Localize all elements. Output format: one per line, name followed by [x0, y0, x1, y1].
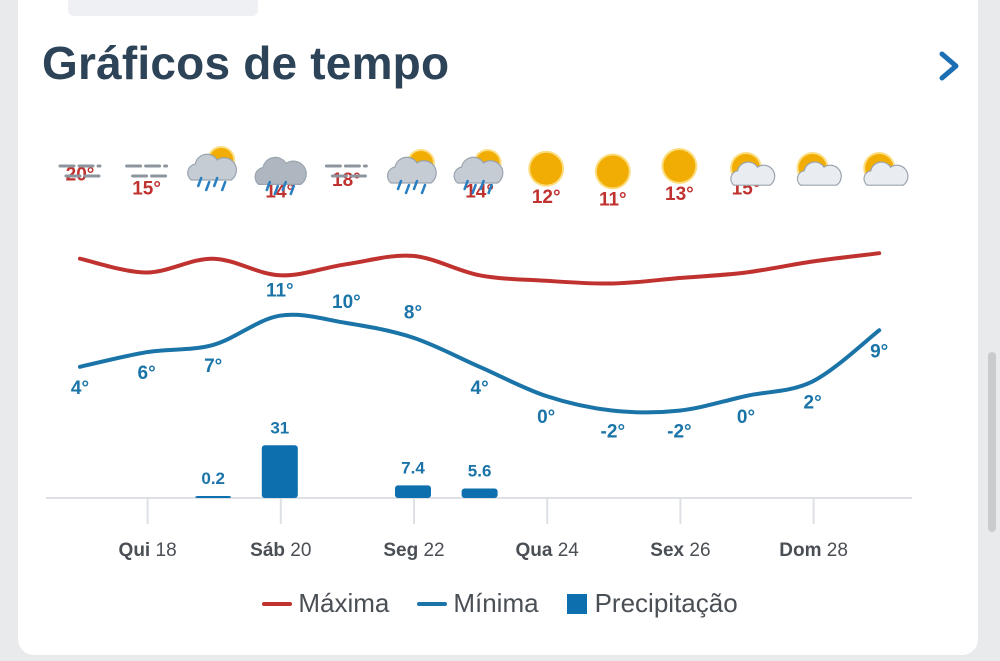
sun-disc — [663, 150, 696, 183]
x-tick-label: Dom 28 — [779, 540, 848, 561]
sun-cloud-rain-icon — [453, 149, 504, 195]
precip-label: 31 — [270, 418, 289, 437]
precip-label: 7.4 — [401, 458, 425, 477]
min-temp-label: -2° — [667, 422, 692, 443]
rain-drop — [420, 183, 427, 195]
sun-cloud-rain-icon — [386, 149, 437, 195]
min-temp-label: 0° — [737, 407, 755, 428]
rain-drop — [479, 179, 485, 191]
max-temp-label: 12° — [532, 187, 561, 208]
max-temp-label: 18° — [332, 170, 361, 191]
fog-icon — [324, 164, 372, 178]
precip-bar — [261, 445, 298, 498]
min-temp-label: 11° — [266, 281, 294, 302]
min-temp-label: -2° — [601, 422, 626, 443]
rain-drop — [265, 180, 272, 192]
sun-cloud-icon — [863, 152, 909, 186]
legend-item-precip: Precipitação — [566, 588, 738, 619]
x-tick-label: Qua 24 — [516, 540, 580, 561]
rain-drop — [487, 183, 493, 195]
rain-drop — [404, 183, 411, 195]
fog-icon — [58, 164, 106, 178]
cloud-shape — [796, 161, 842, 186]
min-temp-label: 0° — [537, 407, 555, 428]
sun-disc — [530, 152, 563, 185]
scrollbar[interactable] — [988, 352, 996, 532]
max-temp-line — [78, 251, 882, 286]
max-temp-label: 14° — [265, 181, 294, 202]
cloud-shape — [863, 161, 909, 186]
cloud-rain-icon — [254, 156, 307, 196]
rain-drop — [471, 183, 477, 195]
sun-disc — [596, 155, 629, 188]
min-temp-label: 6° — [138, 363, 156, 384]
legend-item-min: Mínima — [417, 588, 539, 619]
legend-precip-label: Precipitação — [594, 588, 738, 618]
legend-min-label: Mínima — [453, 588, 539, 618]
min-temp-label: 7° — [204, 356, 222, 377]
page-title: Gráficos de tempo — [42, 37, 450, 89]
x-tick-label: Sáb 20 — [250, 540, 311, 561]
cloud-shape — [453, 156, 504, 184]
rain-drop — [396, 179, 403, 191]
min-temp-label: 4° — [471, 378, 489, 399]
chevron-right-icon[interactable] — [930, 44, 970, 88]
rain-drop — [412, 179, 419, 191]
min-temp-label: 4° — [71, 378, 89, 399]
sun-cloud-icon — [730, 152, 776, 186]
min-temp-label: 10° — [332, 292, 361, 313]
max-temp-label: 11° — [599, 190, 627, 211]
legend-max-swatch — [262, 601, 293, 606]
rain-drop — [204, 180, 211, 192]
precip-bar — [395, 485, 431, 498]
rain-drop — [212, 176, 219, 188]
rain-drop — [220, 180, 227, 192]
chart-legend: Máxima Mínima Precipitação — [0, 588, 1000, 619]
min-temp-label: 8° — [404, 303, 422, 324]
legend-min-swatch — [417, 601, 448, 606]
weather-card — [18, 0, 978, 655]
x-tick-label: Qui 18 — [119, 540, 177, 561]
precip-bar — [195, 496, 232, 498]
min-temp-line — [78, 312, 882, 415]
precip-label: 5.6 — [468, 461, 492, 480]
cloud-shape — [386, 156, 437, 184]
rain-drop — [281, 180, 288, 192]
x-tick-label: Sex 26 — [650, 540, 710, 561]
previous-card-edge — [68, 0, 258, 16]
precip-label: 0.2 — [201, 469, 225, 488]
sun-cloud-icon — [796, 152, 842, 186]
sun-icon — [661, 148, 698, 185]
precip-bar — [461, 488, 498, 498]
max-temp-label: 13° — [665, 184, 694, 205]
min-temp-label: 2° — [804, 392, 822, 413]
max-temp-label: 15° — [132, 179, 161, 200]
sun-cloud-rain-icon — [187, 146, 237, 192]
rain-drop — [289, 184, 296, 196]
cloud-shape — [254, 156, 307, 185]
rain-drop — [463, 179, 469, 191]
sun-icon — [594, 153, 631, 190]
legend-max-label: Máxima — [298, 588, 390, 618]
legend-item-max: Máxima — [262, 588, 389, 619]
max-temp-label: 14° — [465, 181, 494, 202]
cloud-shape — [730, 161, 776, 186]
fog-icon — [125, 164, 173, 178]
rain-drop — [273, 184, 280, 196]
sun-icon — [528, 150, 565, 187]
rain-drop — [196, 176, 203, 188]
min-temp-label: 9° — [870, 341, 888, 362]
legend-precip-swatch — [566, 593, 587, 614]
cloud-shape — [187, 153, 237, 181]
x-tick-label: Seg 22 — [383, 540, 444, 561]
